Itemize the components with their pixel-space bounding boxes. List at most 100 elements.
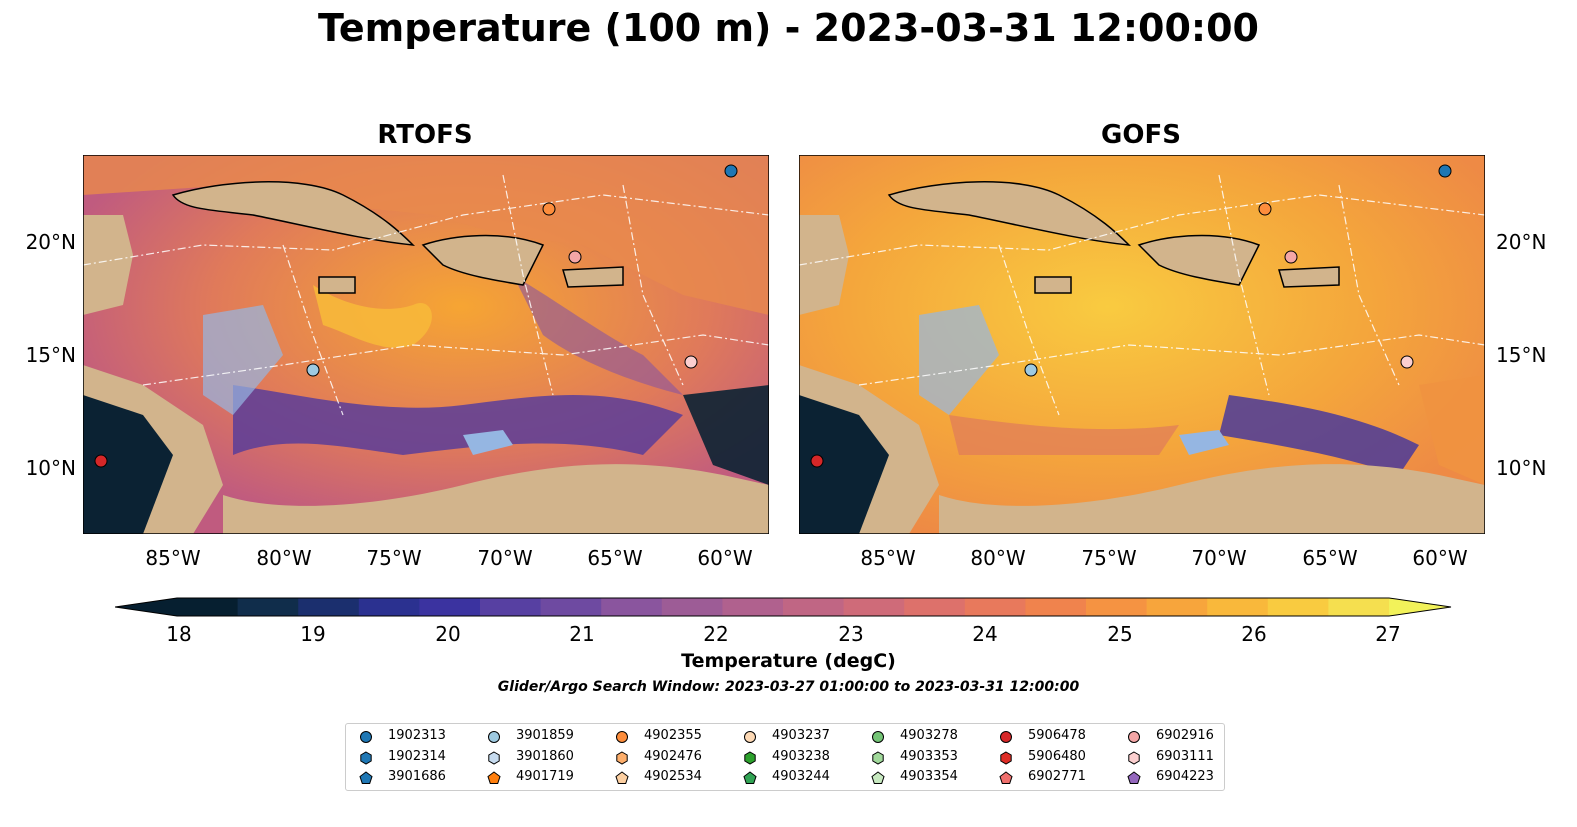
legend-marker-icon <box>1127 771 1141 784</box>
legend-label: 4902476 <box>644 748 702 764</box>
figure-title: Temperature (100 m) - 2023-03-31 12:00:0… <box>317 6 1259 50</box>
legend-marker-icon <box>360 731 372 743</box>
legend-label: 4902355 <box>644 728 702 743</box>
colorbar-tick: 23 <box>838 622 864 646</box>
legend-label: 4903278 <box>900 728 958 743</box>
legend-marker-icon <box>1128 750 1140 765</box>
lat-label-left: 10°N <box>25 456 76 480</box>
legend-marker-icon <box>871 771 885 784</box>
colorbar-segment <box>843 598 905 616</box>
legend-label: 4903238 <box>772 748 830 764</box>
legend-label: 4903353 <box>900 748 958 764</box>
colorbar-segment <box>540 598 602 616</box>
legend-marker-icon <box>872 750 884 765</box>
legend-marker-icon <box>487 771 501 784</box>
colorbar-segment <box>480 598 542 616</box>
panel-title-gofs: GOFS <box>1101 120 1181 150</box>
colorbar-tick: 19 <box>300 622 326 646</box>
legend-marker-icon <box>360 750 372 765</box>
legend-label: 3901686 <box>388 769 446 784</box>
legend-label: 4903354 <box>900 769 958 784</box>
lon-label: 60°W <box>1412 546 1468 570</box>
lon-label: 75°W <box>366 546 422 570</box>
lat-label-right: 10°N <box>1496 456 1547 480</box>
colorbar-segment <box>1086 598 1148 616</box>
legend-label: 5906480 <box>1028 748 1086 764</box>
colorbar-segment <box>783 598 845 616</box>
lon-label: 85°W <box>145 546 201 570</box>
legend-label: 4903237 <box>772 728 830 743</box>
legend-marker-icon <box>359 771 373 784</box>
legend-marker-icon <box>1000 750 1012 765</box>
legend-marker-icon <box>744 731 756 743</box>
legend-label: 6904223 <box>1156 769 1214 784</box>
lon-label: 60°W <box>697 546 753 570</box>
legend-label: 4901719 <box>516 769 574 784</box>
legend-marker-icon <box>488 750 500 765</box>
colorbar-segment <box>964 598 1026 616</box>
legend-marker-icon <box>1128 731 1140 743</box>
colorbar-tick: 18 <box>166 622 192 646</box>
lon-label: 80°W <box>970 546 1026 570</box>
colorbar-tick: 25 <box>1107 622 1133 646</box>
legend-marker-icon <box>616 731 628 743</box>
search-window-text: Glider/Argo Search Window: 2023-03-27 01… <box>497 679 1080 695</box>
lat-label-left: 15°N <box>25 343 76 367</box>
legend-label: 4903244 <box>772 769 830 784</box>
colorbar-segment <box>419 598 481 616</box>
colorbar-segment <box>1025 598 1087 616</box>
colorbar-segment <box>1328 598 1390 616</box>
lon-label: 65°W <box>587 546 643 570</box>
panel-title-rtofs: RTOFS <box>377 120 473 150</box>
map-panel-gofs <box>799 155 1485 534</box>
legend-label: 3901860 <box>516 748 574 764</box>
legend-label: 5906478 <box>1028 728 1086 743</box>
colorbar-segment <box>601 598 663 616</box>
colorbar-tick: 22 <box>703 622 729 646</box>
lon-label: 85°W <box>860 546 916 570</box>
lon-label: 70°W <box>1191 546 1247 570</box>
legend: 1902313 1902314 3901686 3901859 3901860 49017… <box>345 723 1225 791</box>
legend-marker-icon <box>999 771 1013 784</box>
legend-marker-icon <box>1000 731 1012 743</box>
colorbar-outline <box>115 597 1452 617</box>
legend-marker-icon <box>488 731 500 743</box>
lat-label-right: 20°N <box>1496 230 1547 254</box>
colorbar-tick: 20 <box>435 622 461 646</box>
legend-label: 6902916 <box>1156 728 1214 743</box>
colorbar-tick: 27 <box>1375 622 1401 646</box>
lat-label-left: 20°N <box>25 230 76 254</box>
colorbar-extend-high <box>1389 598 1451 616</box>
legend-marker-icon <box>872 731 884 743</box>
colorbar-segment <box>298 598 360 616</box>
colorbar-tick: 21 <box>569 622 595 646</box>
colorbar-segment <box>1267 598 1329 616</box>
colorbar-segment <box>237 598 299 616</box>
legend-marker-icon <box>743 771 757 784</box>
colorbar-segment <box>661 598 723 616</box>
colorbar-tick: 26 <box>1241 622 1267 646</box>
lon-label: 70°W <box>477 546 533 570</box>
colorbar-label: Temperature (degC) <box>681 650 896 672</box>
colorbar-segment <box>722 598 784 616</box>
colorbar <box>115 597 1452 617</box>
legend-label: 6903111 <box>1156 748 1214 764</box>
lon-label: 75°W <box>1081 546 1137 570</box>
map-panel-rtofs <box>83 155 769 534</box>
colorbar-segment <box>904 598 966 616</box>
legend-label: 1902313 <box>388 728 446 743</box>
lon-label: 80°W <box>256 546 312 570</box>
colorbar-segment <box>177 598 239 616</box>
colorbar-tick: 24 <box>972 622 998 646</box>
colorbar-segment <box>1146 598 1208 616</box>
legend-marker-icon <box>615 771 629 784</box>
legend-label: 1902314 <box>388 748 446 764</box>
colorbar-segment <box>1207 598 1269 616</box>
lon-label: 65°W <box>1302 546 1358 570</box>
colorbar-segment <box>358 598 420 616</box>
legend-label: 6902771 <box>1028 769 1086 784</box>
legend-marker-icon <box>744 750 756 765</box>
lat-label-right: 15°N <box>1496 343 1547 367</box>
legend-label: 3901859 <box>516 728 574 743</box>
colorbar-extend-low <box>115 598 177 616</box>
